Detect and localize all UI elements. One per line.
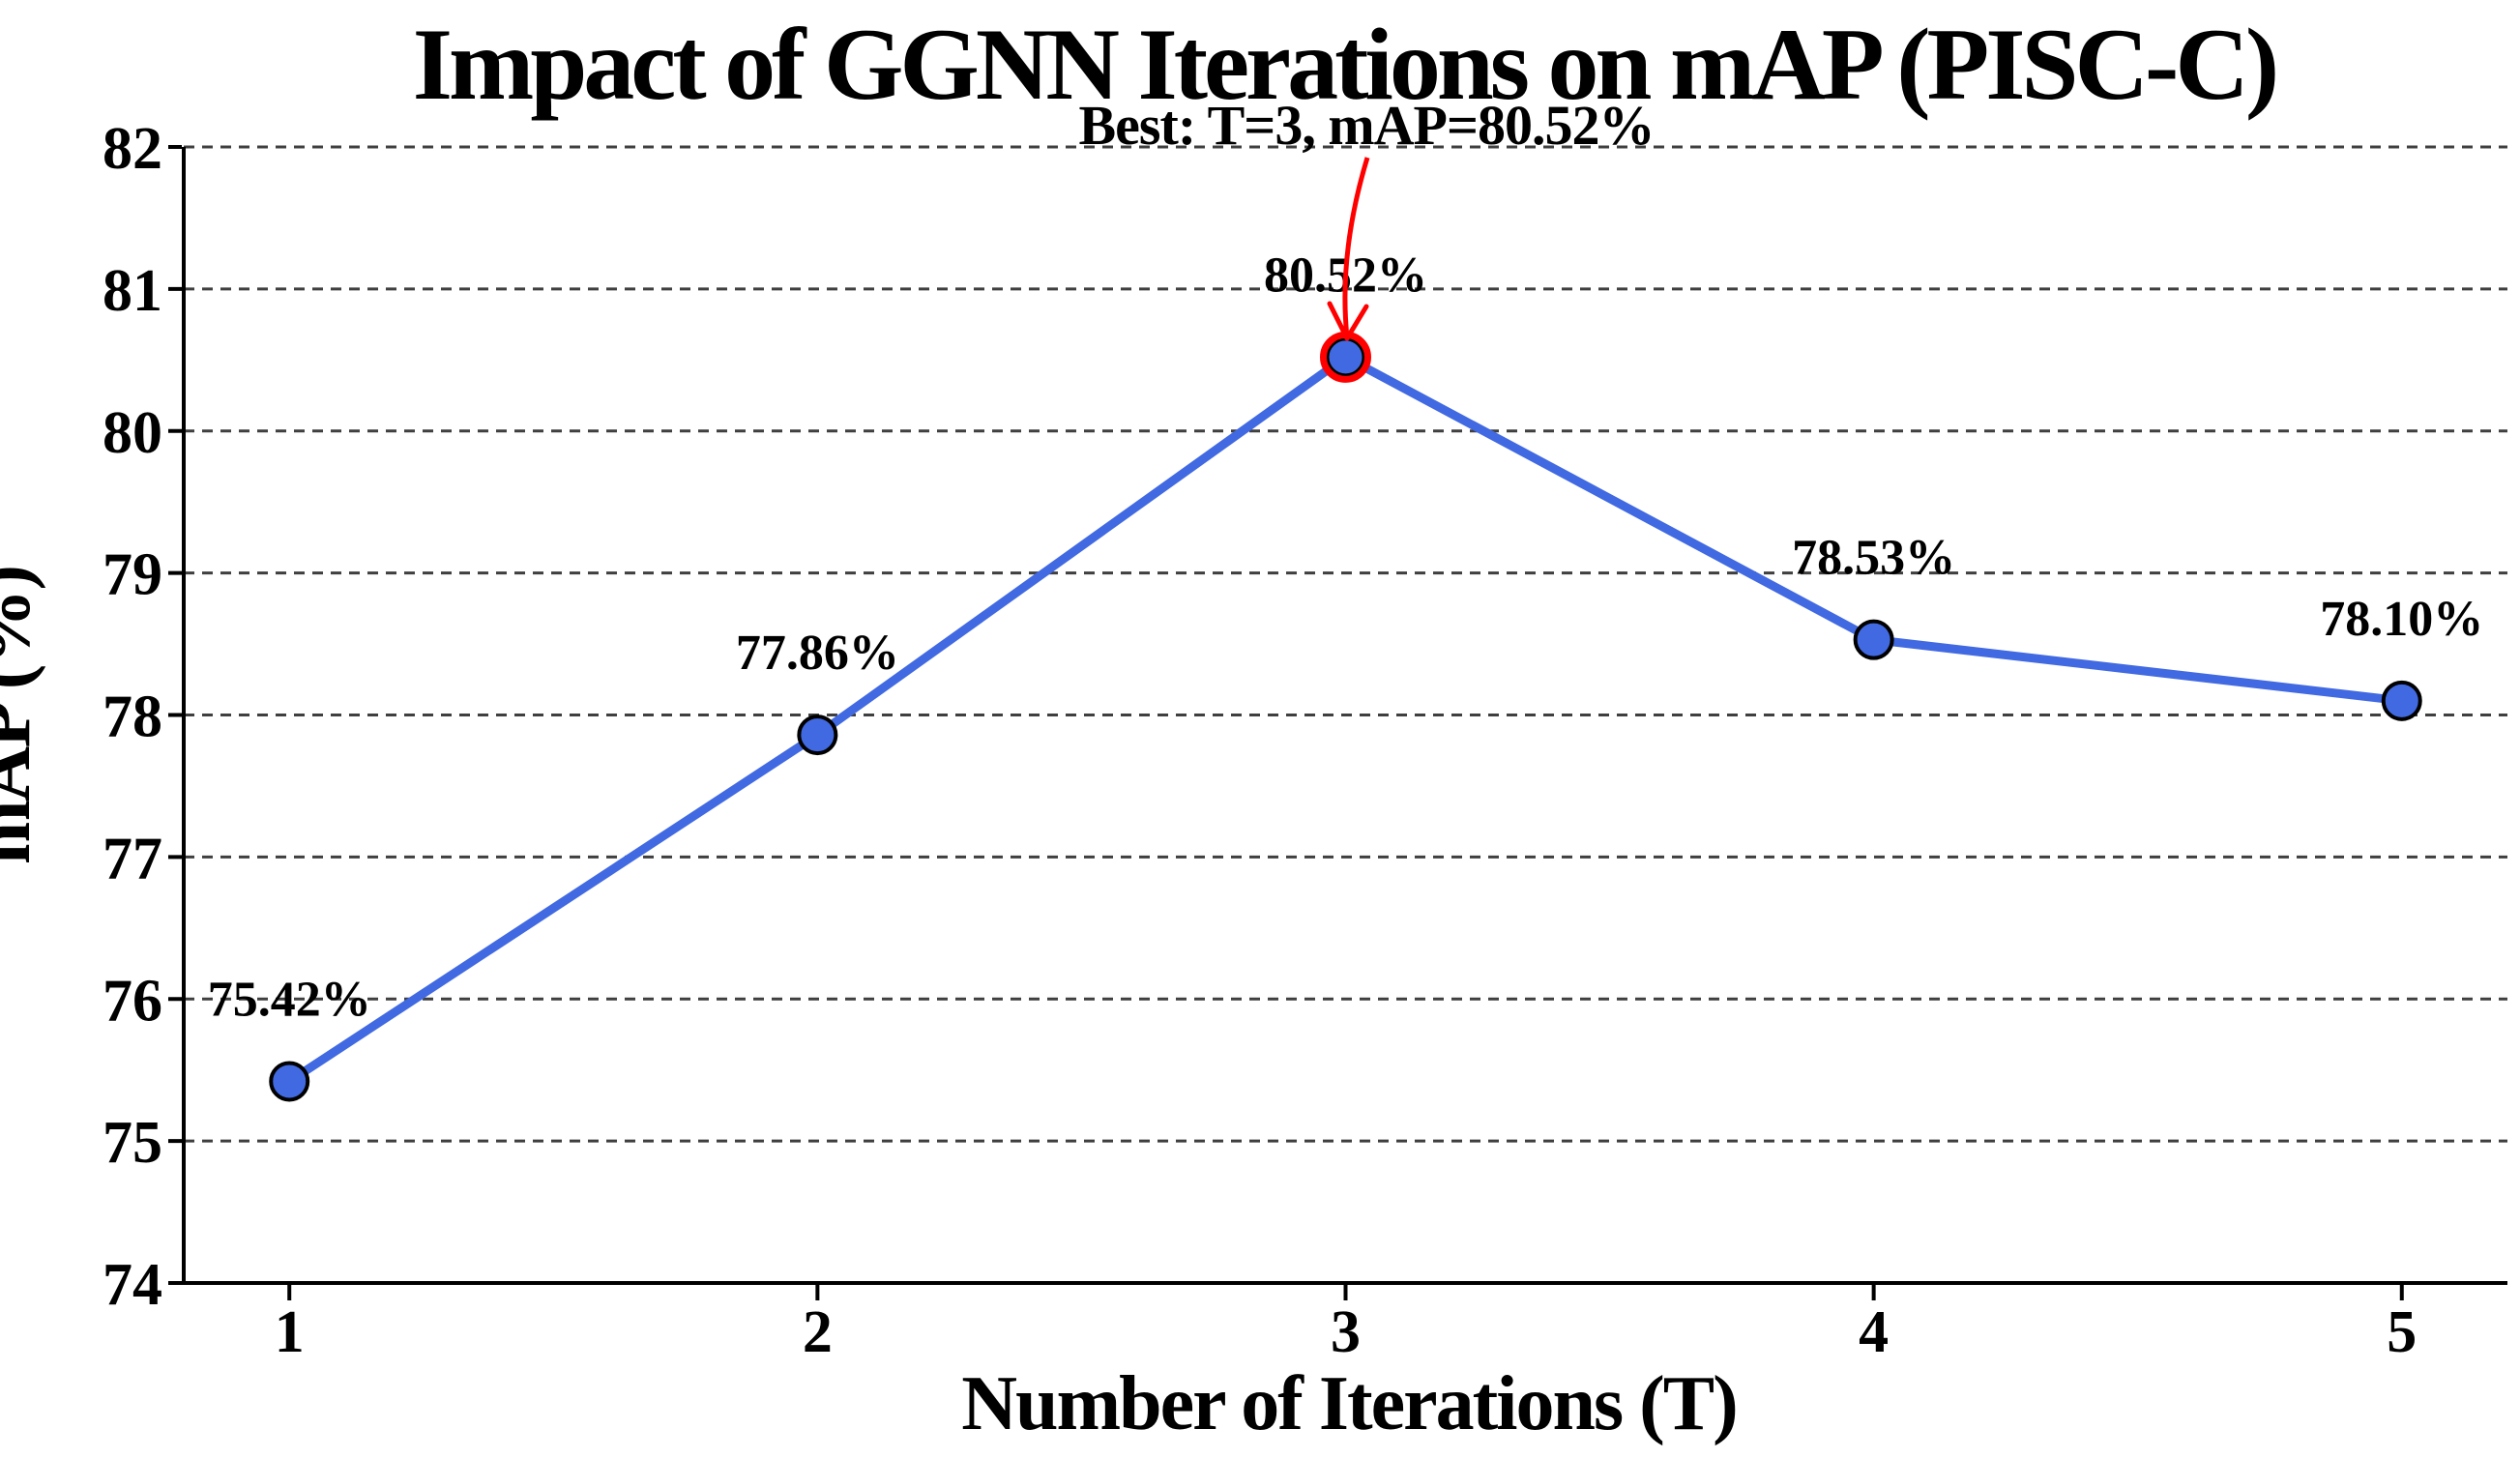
data-point-label: 78.53% bbox=[1792, 531, 1955, 586]
y-tick-label: 76 bbox=[103, 968, 162, 1034]
data-point bbox=[1853, 619, 1894, 660]
y-tick-label: 79 bbox=[103, 542, 162, 608]
overlay-layer: Impact of GGNN Iterations on mAP (PISC-C… bbox=[0, 8, 2279, 1446]
data-point bbox=[269, 1061, 310, 1102]
data-point-label: 75.42% bbox=[208, 972, 371, 1027]
data-point-label: 77.86% bbox=[736, 626, 899, 681]
data-point bbox=[2381, 680, 2422, 721]
x-tick-label: 4 bbox=[1859, 1299, 1889, 1365]
data-point bbox=[797, 714, 838, 756]
x-axis-title: Number of Iterations (T) bbox=[961, 1361, 1737, 1446]
y-tick-label: 82 bbox=[103, 116, 162, 182]
y-tick-label: 74 bbox=[103, 1252, 162, 1318]
annotation-arrow-shaft bbox=[1342, 157, 1370, 338]
y-tick-label: 80 bbox=[103, 400, 162, 466]
x-tick-label: 5 bbox=[2387, 1299, 2417, 1365]
y-tick-label: 77 bbox=[103, 826, 162, 891]
data-line bbox=[286, 352, 2403, 1086]
x-tick-label: 3 bbox=[1331, 1299, 1361, 1365]
y-axis-title: mAP (%) bbox=[0, 567, 46, 864]
annotation-arrowhead-icon bbox=[1327, 301, 1369, 341]
x-tick-label: 2 bbox=[803, 1299, 833, 1365]
chart-title: Impact of GGNN Iterations on mAP (PISC-C… bbox=[413, 8, 2275, 121]
y-tick-label: 81 bbox=[103, 258, 162, 324]
best-point-annotation: Best: T=3, mAP=80.52% bbox=[1079, 94, 1655, 157]
data-point-label: 78.10% bbox=[2320, 592, 2483, 647]
data-point bbox=[1325, 336, 1366, 378]
x-tick-label: 1 bbox=[275, 1299, 305, 1365]
y-tick-label: 75 bbox=[103, 1110, 162, 1176]
y-tick-label: 78 bbox=[103, 685, 162, 750]
